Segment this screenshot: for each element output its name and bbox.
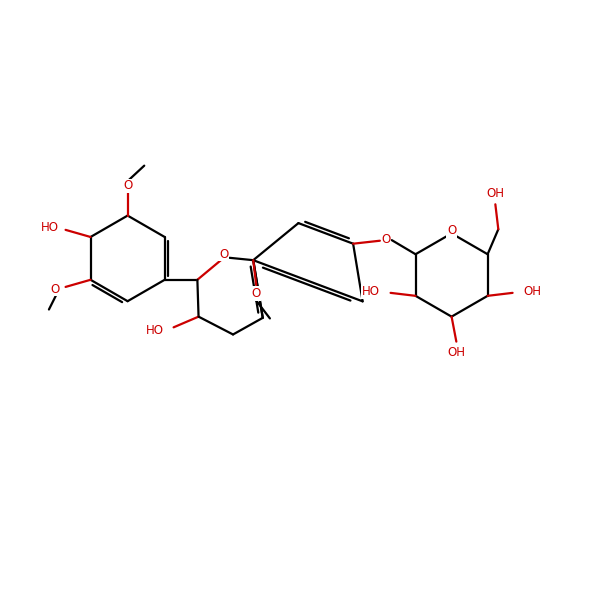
Text: O: O	[123, 179, 132, 193]
Text: O: O	[251, 287, 261, 300]
Text: OH: OH	[487, 187, 505, 200]
Text: OH: OH	[448, 346, 466, 359]
Text: HO: HO	[146, 325, 164, 337]
Text: OH: OH	[523, 285, 541, 298]
Text: O: O	[381, 233, 391, 246]
Text: O: O	[447, 224, 456, 237]
Text: HO: HO	[362, 285, 380, 298]
Text: O: O	[219, 248, 228, 261]
Text: O: O	[50, 283, 59, 296]
Text: HO: HO	[40, 221, 58, 234]
